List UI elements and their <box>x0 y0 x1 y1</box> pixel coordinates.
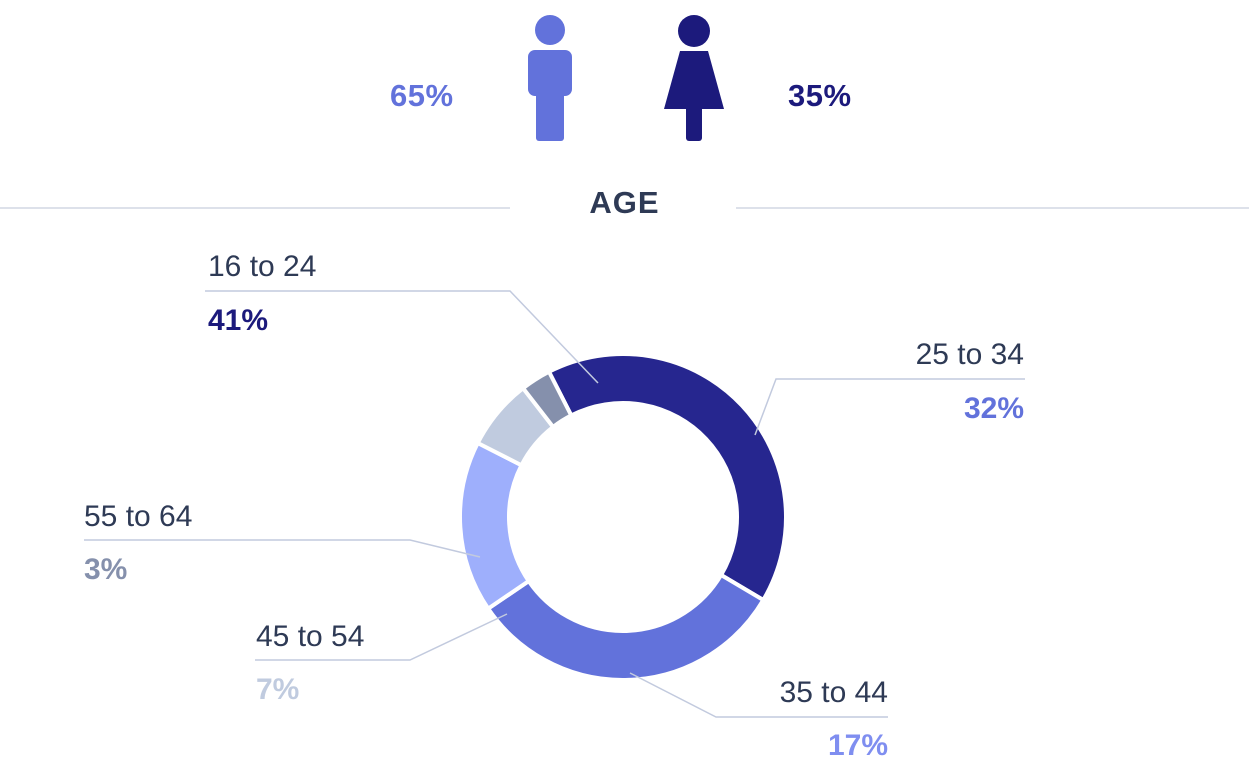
leader-line-0 <box>205 290 599 384</box>
divider-right <box>736 207 1249 209</box>
category-label-1: 25 to 34 <box>916 338 1024 371</box>
value-label-1: 32% <box>964 392 1024 425</box>
leader-line-3 <box>255 613 508 661</box>
category-label-0: 16 to 24 <box>208 250 316 283</box>
female-person-icon <box>664 15 724 141</box>
value-label-2: 17% <box>828 729 888 762</box>
divider-left <box>0 207 510 209</box>
donut-slice-4 <box>520 369 574 430</box>
male-person-icon <box>528 15 572 141</box>
donut-slice-1 <box>485 572 767 682</box>
female-percent: 35% <box>788 78 852 113</box>
category-label-2: 35 to 44 <box>780 676 888 709</box>
value-label-0: 41% <box>208 304 268 337</box>
male-percent: 65% <box>390 78 454 113</box>
leader-line-1 <box>754 378 1025 436</box>
donut-slice-2 <box>458 440 532 612</box>
category-label-3: 45 to 54 <box>256 620 364 653</box>
value-label-4: 3% <box>84 553 127 586</box>
category-label-4: 55 to 64 <box>84 500 192 533</box>
value-label-3: 7% <box>256 673 299 706</box>
donut-slice-0 <box>546 352 788 603</box>
leader-line-4 <box>84 539 481 558</box>
leader-line-2 <box>629 672 888 718</box>
section-title: AGE <box>589 185 660 220</box>
